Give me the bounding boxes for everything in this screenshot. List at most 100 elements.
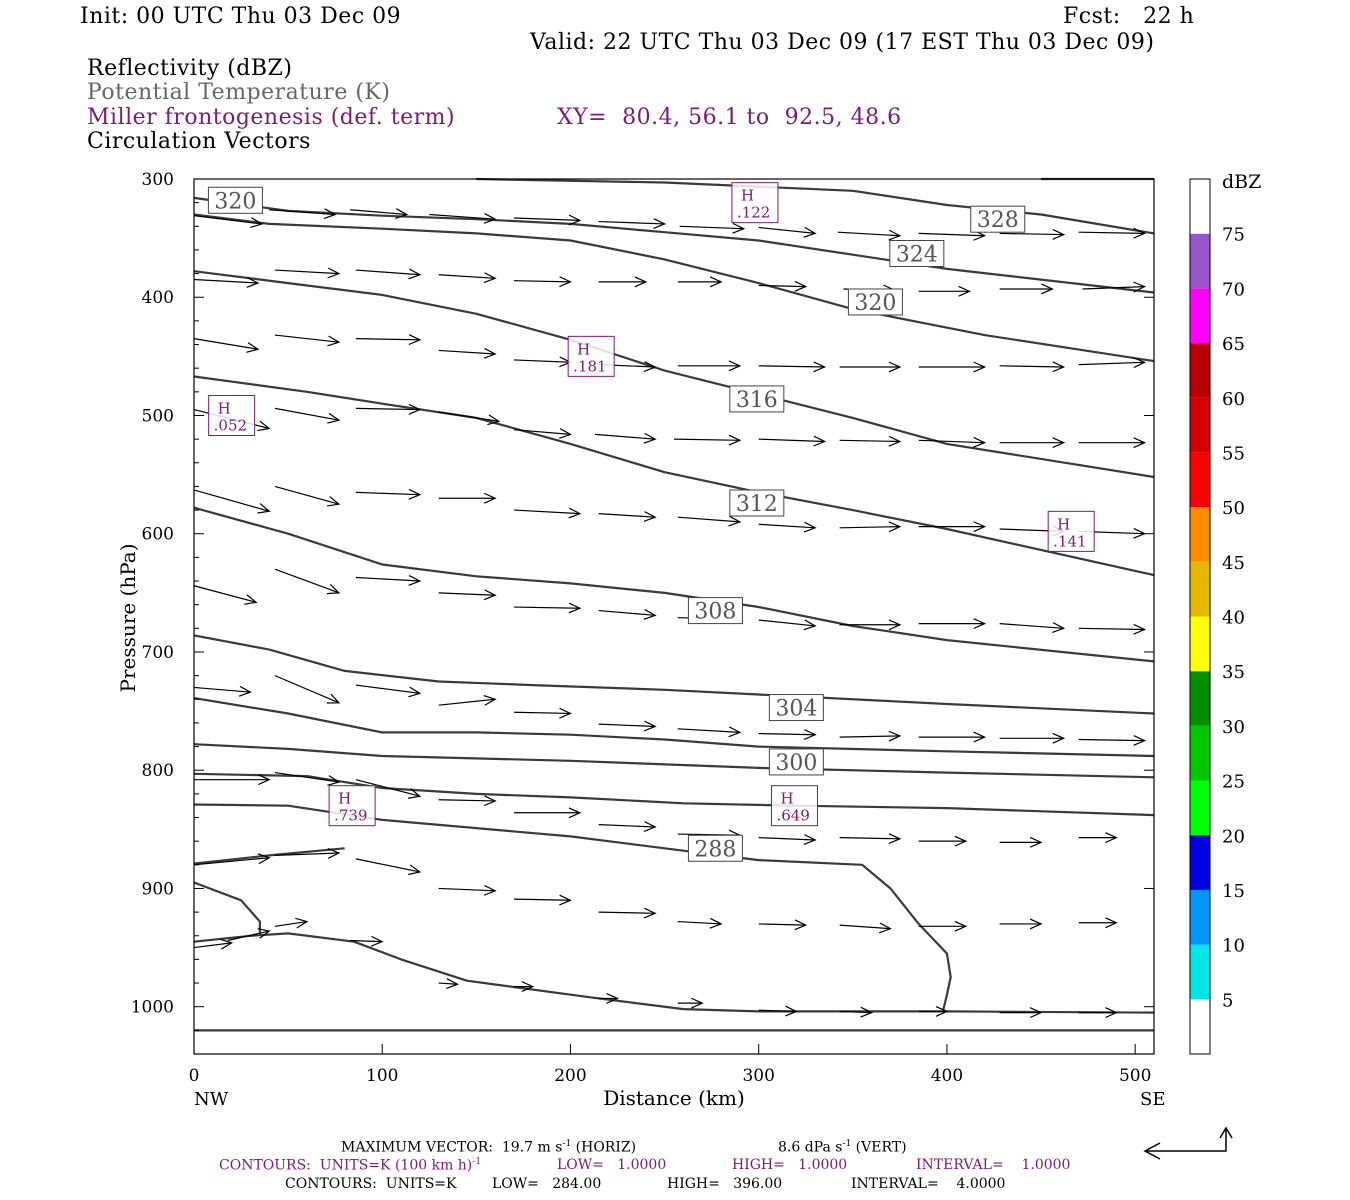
frontogenesis-high: H.141	[1047, 510, 1095, 552]
circulation-vector	[355, 858, 422, 876]
circulation-vector	[355, 488, 422, 500]
y-tick-label: 700	[142, 643, 174, 663]
reference-vector-icon	[1143, 1126, 1233, 1160]
footer-theta-low: LOW= 284.00	[492, 1176, 602, 1192]
y-tick-label: 400	[142, 288, 174, 308]
circulation-vector	[274, 675, 341, 704]
svg-text:316: 316	[736, 388, 778, 413]
init-time: Init: 00 UTC Thu 03 Dec 09	[80, 4, 402, 29]
circulation-vector	[438, 492, 497, 504]
colorbar-segment	[1190, 507, 1210, 562]
circulation-vector	[758, 619, 817, 631]
circulation-vector	[677, 917, 723, 929]
svg-text:.739: .739	[334, 807, 367, 825]
x-tick-label: 0	[189, 1066, 200, 1086]
circulation-vector	[999, 836, 1043, 848]
colorbar-segment	[1190, 343, 1210, 398]
svg-text:312: 312	[736, 492, 778, 517]
svg-text:308: 308	[694, 600, 736, 625]
circulation-vector	[839, 730, 902, 742]
circulation-vector	[1078, 437, 1147, 449]
circulation-vector	[758, 435, 827, 447]
frontogenesis-high: H.052	[208, 394, 256, 436]
circulation-vector	[355, 575, 422, 586]
circulation-vector	[438, 884, 497, 896]
colorbar-label: 40	[1222, 608, 1245, 629]
circulation-vector	[999, 622, 1066, 633]
colorbar-label: 70	[1222, 279, 1245, 300]
svg-text:H: H	[741, 187, 754, 205]
circulation-vector	[1078, 917, 1118, 929]
circulation-vector	[1078, 357, 1147, 369]
svg-text:324: 324	[896, 242, 938, 267]
colorbar-label: 15	[1222, 881, 1245, 902]
colorbar-title: dBZ	[1222, 171, 1261, 193]
contour-label: 320	[847, 288, 903, 316]
colorbar-segment	[1190, 179, 1210, 234]
circulation-vector	[193, 685, 252, 697]
theta-contour-328	[193, 213, 1155, 363]
colorbar-label: 35	[1222, 662, 1245, 683]
contour-label: 320	[207, 186, 263, 214]
colorbar-segment	[1190, 561, 1210, 617]
colorbar-label: 75	[1222, 225, 1245, 246]
theta-contour-296	[193, 847, 345, 865]
y-axis-title: Pressure (hPa)	[116, 544, 140, 693]
circulation-vector	[999, 228, 1066, 240]
x-tick-label: 100	[366, 1066, 398, 1086]
circulation-vector	[514, 807, 582, 819]
svg-text:304: 304	[775, 697, 817, 722]
colorbar-label: 65	[1222, 334, 1245, 355]
colorbar-segment	[1190, 835, 1210, 890]
footer-max-vector-vert: 8.6 dPa s-1 (VERT)	[778, 1139, 907, 1156]
x-tick-label: 400	[931, 1066, 963, 1086]
circulation-vector	[1078, 832, 1118, 844]
frontogenesis-high: H.122	[731, 182, 779, 224]
theta-contour-300	[193, 772, 1155, 817]
circulation-vector	[679, 222, 746, 234]
theta-contours	[193, 177, 1155, 1032]
circulation-vector	[514, 981, 535, 993]
circulation-vector	[274, 485, 341, 507]
x-tick-label: 500	[1119, 1066, 1151, 1086]
svg-text:300: 300	[775, 751, 817, 776]
circulation-vector	[274, 407, 341, 424]
colorbar-segment	[1190, 452, 1210, 508]
contour-label: 300	[768, 748, 824, 776]
circulation-vector	[598, 992, 620, 1004]
circulation-vector	[1078, 623, 1147, 635]
circulation-vector	[350, 208, 409, 220]
circulation-vector	[438, 694, 497, 706]
theta-contour-288	[193, 803, 952, 1011]
circulation-vector	[269, 208, 337, 220]
contour-label: 324	[889, 239, 945, 267]
contour-label: 304	[768, 694, 824, 722]
circulation-vector	[193, 215, 264, 229]
circulation-vector	[438, 272, 497, 284]
circulation-vector	[438, 347, 497, 359]
circulation-vector	[999, 1007, 1043, 1019]
circulation-vector	[1078, 227, 1147, 239]
circulation-vector	[350, 935, 384, 947]
circulation-vector	[677, 997, 704, 1009]
frontogenesis-high: H.739	[328, 785, 376, 827]
circulation-vector	[513, 214, 582, 226]
circulation-vector	[837, 229, 902, 241]
contour-label: 308	[687, 597, 743, 625]
circulation-vector	[677, 276, 723, 288]
circulation-vector	[598, 276, 648, 288]
circulation-vector	[598, 218, 667, 229]
circulation-vector	[677, 726, 742, 738]
contour-label: 312	[729, 489, 785, 517]
colorbar-label: 25	[1222, 772, 1245, 793]
y-tick-label: 800	[142, 761, 174, 781]
field-circulation-vectors: Circulation Vectors	[87, 129, 311, 154]
circulation-vector	[758, 361, 827, 373]
circulation-vector	[194, 774, 271, 786]
theta-contour-324	[193, 270, 1155, 479]
circulation-vector	[839, 435, 902, 447]
circulation-vector	[513, 707, 572, 719]
svg-text:320: 320	[214, 189, 256, 214]
svg-text:.649: .649	[776, 807, 809, 825]
circulation-vectors	[193, 208, 1147, 1019]
